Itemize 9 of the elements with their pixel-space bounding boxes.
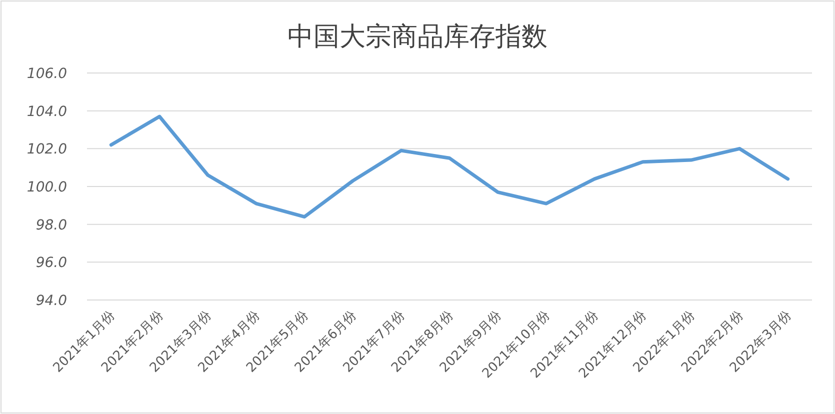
y-tick-label: 102.0 <box>26 142 68 158</box>
y-tick-label: 98.0 <box>36 217 68 234</box>
y-tick-label: 94.0 <box>36 293 68 309</box>
y-tick-label: 100.0 <box>26 180 68 196</box>
y-tick-label: 104.0 <box>26 104 68 120</box>
line-series <box>109 114 790 219</box>
y-tick-label: 106.0 <box>26 66 68 82</box>
y-tick-label: 96.0 <box>36 255 68 272</box>
chart-title: 中国大宗商品库存指数 <box>288 22 548 52</box>
